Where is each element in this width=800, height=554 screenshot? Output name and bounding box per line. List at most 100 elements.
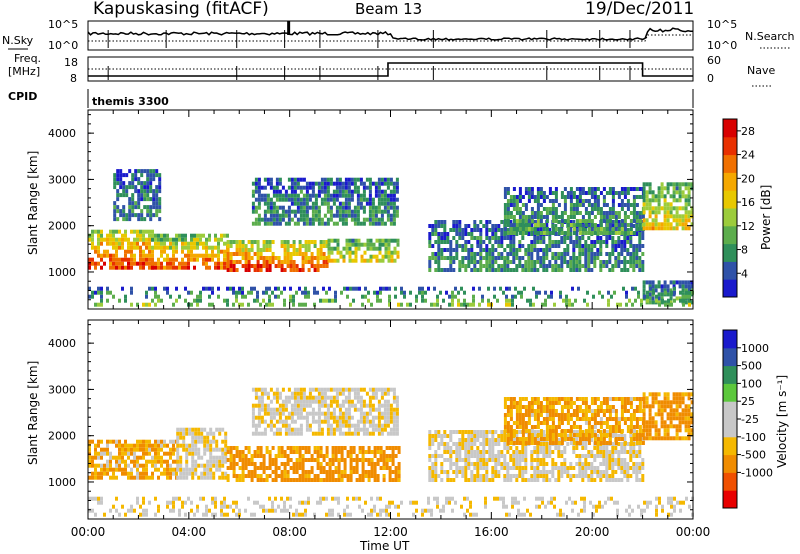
heatmap-cell [229,450,233,454]
heatmap-cell [142,233,145,238]
heatmap-cell [642,284,646,289]
heatmap-cell [392,197,396,202]
heatmap-cell [313,446,317,450]
heatmap-cell [344,185,348,190]
heatmap-cell [629,219,633,223]
heatmap-cell [574,298,577,303]
heatmap-cell [281,423,285,428]
heatmap-cell [256,294,259,299]
heatmap-cell [687,226,691,231]
heatmap-cell [527,256,531,260]
heatmap-cell [125,193,129,198]
heatmap-cell [536,454,540,458]
heatmap-cell [539,248,543,252]
heatmap-cell [185,455,189,460]
heatmap-cell [687,198,691,203]
heatmap-cell [521,236,525,240]
heatmap-cell [494,430,498,434]
heatmap-cell [269,205,273,210]
heatmap-cell [202,257,205,262]
heatmap-cell [214,261,217,266]
heatmap-cell [476,454,480,458]
heatmap-cell [545,264,549,268]
heatmap-cell [253,268,257,272]
heatmap-cell [524,215,528,219]
heatmap-cell [290,209,294,214]
heatmap-cell [451,302,454,307]
heatmap-cell [145,261,148,266]
heatmap-cell [380,221,384,226]
heatmap-cell [142,257,145,262]
heatmap-cell [176,443,180,448]
heatmap-cell [649,286,652,291]
heatmap-cell [157,475,160,480]
heatmap-cell [109,265,112,270]
heatmap-cell [642,226,646,231]
heatmap-cell [326,423,330,428]
heatmap-cell [380,217,384,222]
heatmap-cell [377,415,381,420]
heatmap-cell [136,455,139,460]
heatmap-cell [272,391,276,396]
heatmap-cell [151,447,154,452]
heatmap-cell [390,258,394,263]
heatmap-cell [518,227,522,231]
heatmap-cell [530,191,534,195]
heatmap-cell [392,217,396,222]
heatmap-cell [238,286,241,291]
heatmap-cell [283,252,287,256]
heatmap-cell [326,217,330,222]
heatmap-cell [509,429,513,433]
heatmap-cell [368,193,372,198]
heatmap-cell [458,220,462,224]
heatmap-cell [470,438,474,442]
heatmap-cell [229,268,233,272]
heatmap-cell [352,466,356,470]
heatmap-cell [350,213,354,218]
heatmap-cell [551,219,555,223]
heatmap-cell [635,462,639,466]
heatmap-cell [383,205,387,210]
heatmap-cell [632,466,636,470]
heatmap-cell [509,248,513,252]
heatmap-cell [391,458,395,462]
heatmap-cell [97,249,100,254]
heatmap-cell [100,467,103,472]
heatmap-cell [690,206,694,211]
heatmap-cell [308,181,312,186]
heatmap-cell [386,197,390,202]
heatmap-cell [581,244,585,248]
heatmap-cell [293,387,297,392]
heatmap-cell [331,462,335,466]
heatmap-cell [654,218,658,223]
heatmap-cell [384,246,388,251]
heatmap-cell [376,458,380,462]
heatmap-cell [199,233,202,238]
heatmap-cell [605,236,609,240]
heatmap-cell [542,248,546,252]
heatmap-cell [368,181,372,186]
heatmap-cell [389,177,393,182]
heatmap-cell [338,403,342,408]
heatmap-cell [557,220,561,224]
heatmap-cell [539,470,543,474]
heatmap-cell [203,435,207,440]
heatmap-cell [145,471,148,476]
heatmap-cell [625,290,628,295]
heatmap-cell [383,403,387,408]
heatmap-cell [256,474,260,478]
heatmap-cell [253,298,256,303]
colorbar-segment [723,225,737,245]
heatmap-cell [122,189,126,194]
heatmap-cell [208,294,211,299]
heatmap-cell [362,205,366,210]
heatmap-cell [260,419,264,424]
heatmap-cell [347,189,351,194]
heatmap-cell [346,450,350,454]
heatmap-cell [287,411,291,416]
heatmap-cell [212,471,216,476]
heatmap-cell [388,478,392,482]
heatmap-cell [367,458,371,462]
heatmap-cell [130,241,133,246]
heatmap-cell [521,417,525,421]
